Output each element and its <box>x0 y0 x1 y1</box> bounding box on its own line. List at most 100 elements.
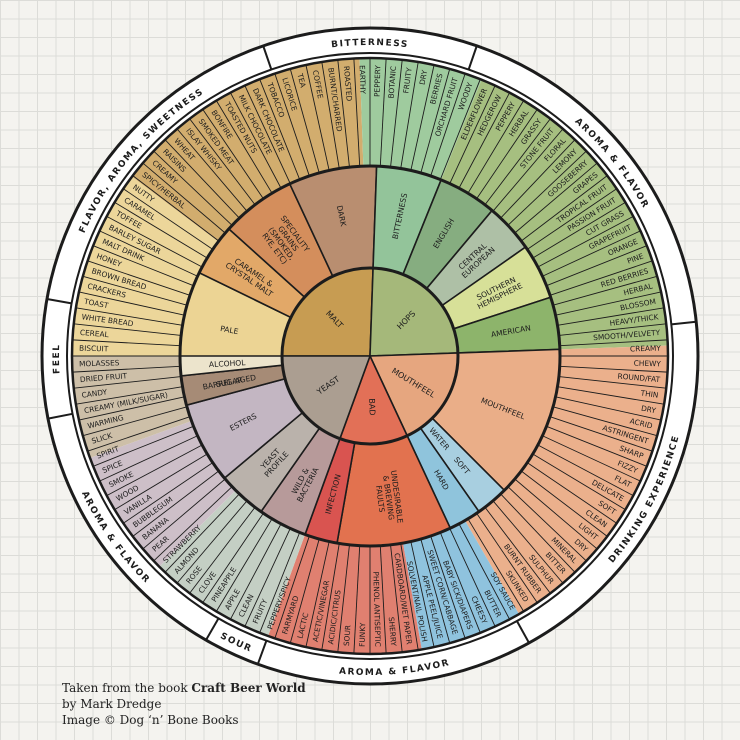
descriptor-divider <box>532 453 626 511</box>
descriptor-divider <box>400 543 419 651</box>
descriptor-divider <box>132 470 220 537</box>
middle-ring-edge <box>178 164 562 548</box>
descriptor-divider <box>557 386 665 405</box>
descriptor-funky: FUNKY <box>358 622 368 647</box>
descriptor-divider <box>492 128 564 212</box>
descriptor-divider <box>500 493 576 573</box>
descriptor-divider <box>546 425 648 467</box>
descriptor-divider <box>244 528 291 627</box>
descriptor-biscuit: BISCUIT <box>79 344 109 354</box>
descriptor-divider <box>72 365 181 373</box>
outer-color-band <box>359 57 482 180</box>
descriptor-divider <box>507 486 587 562</box>
descriptor-divider <box>514 478 598 550</box>
descriptor-round-fat: ROUND/FAT <box>617 372 661 384</box>
descriptor-divider <box>492 500 564 584</box>
descriptor-divider <box>123 188 213 250</box>
descriptor-divider <box>439 78 481 180</box>
descriptor-divider <box>92 425 194 467</box>
descriptor-thin: THIN <box>639 388 659 399</box>
caption-credit: Image © Dog ‘n’ Bone Books <box>62 713 239 727</box>
descriptor-divider <box>259 532 301 634</box>
middle-label-undesirable-brewing-faults-line: FAULTS <box>374 485 386 513</box>
descriptor-divider <box>215 518 273 612</box>
descriptor-divider <box>75 307 183 326</box>
descriptor-divider <box>549 416 653 452</box>
descriptor-divider <box>153 486 233 562</box>
descriptor-divider <box>305 541 330 648</box>
descriptor-divider <box>430 73 466 177</box>
descriptor-divider <box>82 275 188 306</box>
descriptor-divider <box>500 139 576 219</box>
descriptor-divider <box>215 100 273 194</box>
descriptor-divider <box>289 68 320 174</box>
descriptor-sherry: SHERRY <box>387 617 398 647</box>
center-label-bad-line: BAD <box>367 398 377 416</box>
ring-divider <box>516 620 530 644</box>
descriptor-divider <box>379 545 387 654</box>
ring-divider <box>256 640 268 665</box>
descriptor-divider <box>78 291 185 316</box>
descriptor-divider <box>321 543 340 651</box>
descriptor-roasted: ROASTED <box>342 66 354 102</box>
descriptor-divider <box>520 470 608 537</box>
descriptor-divider <box>142 478 226 550</box>
descriptor-divider <box>132 175 220 242</box>
descriptor-divider <box>559 365 668 373</box>
descriptor-divider <box>400 61 419 169</box>
descriptor-divider <box>552 406 658 437</box>
ring-label-feel: FEEL <box>52 343 62 374</box>
descriptor-divider <box>72 339 181 347</box>
descriptor-divider <box>73 323 182 336</box>
descriptor-dry: DRY <box>640 404 657 416</box>
center-label-bad: BAD <box>367 398 377 416</box>
ring-divider <box>46 298 72 305</box>
descriptor-divider <box>189 506 256 594</box>
descriptor-divider <box>274 73 310 177</box>
descriptor-divider <box>537 444 634 496</box>
descriptor-divider <box>559 339 668 347</box>
ring-divider <box>47 412 73 420</box>
descriptor-creamy: CREAMY <box>630 344 662 354</box>
descriptor-divider <box>507 150 587 226</box>
descriptor-divider <box>353 58 361 167</box>
descriptor-divider <box>87 260 191 296</box>
descriptor-divider <box>527 462 617 524</box>
descriptor-earthy: EARTHY <box>358 65 368 95</box>
descriptor-divider <box>337 544 350 653</box>
outer-color-band <box>132 58 364 242</box>
outer-color-band <box>89 420 236 567</box>
descriptor-divider <box>552 275 658 306</box>
outer-color-band <box>159 490 306 637</box>
descriptor-divider <box>337 59 350 168</box>
descriptor-divider <box>230 523 282 620</box>
descriptor-divider <box>467 518 525 612</box>
descriptor-divider <box>520 175 608 242</box>
descriptor-divider <box>321 61 340 169</box>
descriptor-cereal: CEREAL <box>80 328 110 339</box>
descriptor-divider <box>390 544 403 653</box>
middle-label-pale-line: PALE <box>220 324 240 336</box>
descriptor-divider <box>430 535 466 639</box>
descriptor-divider <box>123 462 213 524</box>
descriptor-divider <box>289 538 320 644</box>
descriptor-divider <box>92 245 194 287</box>
descriptor-divider <box>202 109 264 199</box>
caption-line-book: Taken from the book Craft Beer World <box>62 680 306 696</box>
descriptor-phenol-antiseptic: PHENOL ANTISEPTIC <box>371 571 382 647</box>
descriptor-divider <box>542 230 641 277</box>
descriptor-divider <box>514 162 598 234</box>
descriptor-ring-edge <box>70 56 670 656</box>
descriptor-divider <box>153 150 233 226</box>
ring-divider <box>262 45 273 70</box>
ring-label-text: FEEL <box>52 343 61 374</box>
descriptor-divider <box>549 260 653 296</box>
descriptor-divider <box>379 58 387 167</box>
descriptor-divider <box>305 64 330 171</box>
descriptor-peppery: PEPPERY <box>373 65 383 98</box>
ring-label-bitterness: BITTERNESS <box>331 38 410 50</box>
descriptor-fruity: FRUITY <box>401 67 413 94</box>
middle-label-dark: DARK <box>335 205 348 229</box>
